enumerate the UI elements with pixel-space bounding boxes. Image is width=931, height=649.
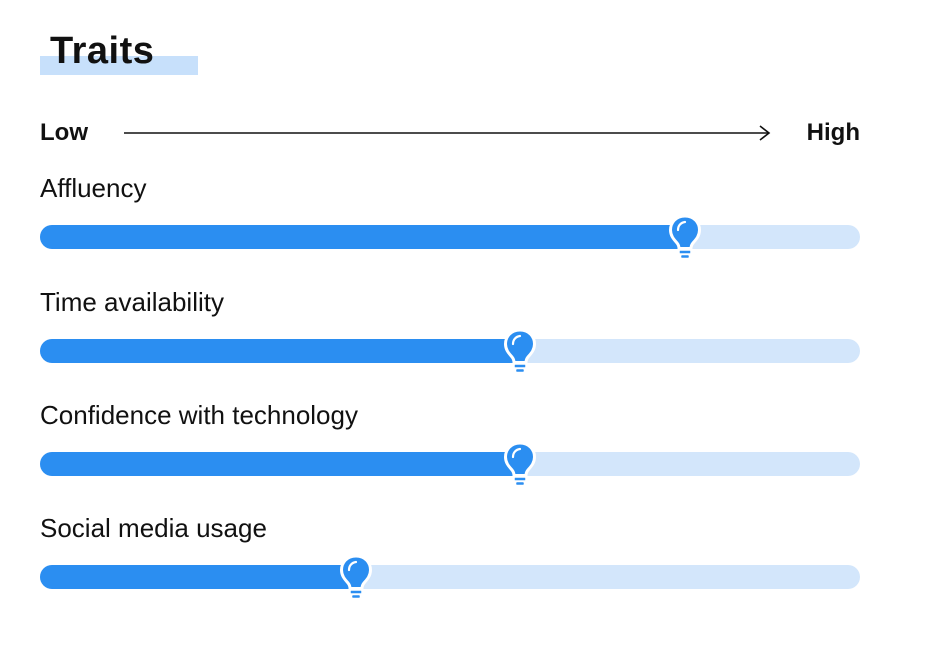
trait-confidence-with-technology: Confidence with technology: [40, 399, 860, 487]
trait-social-media-usage: Social media usage: [40, 512, 860, 600]
page-title: Traits: [50, 30, 155, 72]
trait-slider[interactable]: [40, 554, 860, 600]
scale-low-label: Low: [40, 119, 88, 146]
lightbulb-icon[interactable]: [502, 440, 538, 488]
trait-label: Time availability: [40, 287, 224, 317]
scale-legend: Low High: [40, 118, 860, 148]
arrow-right-icon: [124, 125, 771, 141]
trait-fill: [40, 565, 356, 589]
trait-affluency: Affluency: [40, 172, 860, 260]
trait-label: Social media usage: [40, 513, 267, 543]
trait-fill: [40, 452, 520, 476]
lightbulb-icon[interactable]: [338, 553, 374, 601]
trait-label: Confidence with technology: [40, 400, 358, 430]
trait-slider[interactable]: [40, 214, 860, 260]
trait-fill: [40, 339, 520, 363]
title-highlight: [40, 56, 198, 75]
scale-high-label: High: [806, 119, 860, 146]
trait-slider[interactable]: [40, 328, 860, 374]
trait-label: Affluency: [40, 173, 147, 203]
trait-fill: [40, 225, 685, 249]
title-block: Traits: [40, 30, 200, 78]
lightbulb-icon[interactable]: [502, 327, 538, 375]
lightbulb-icon[interactable]: [667, 213, 703, 261]
trait-slider[interactable]: [40, 441, 860, 487]
trait-time-availability: Time availability: [40, 286, 860, 374]
